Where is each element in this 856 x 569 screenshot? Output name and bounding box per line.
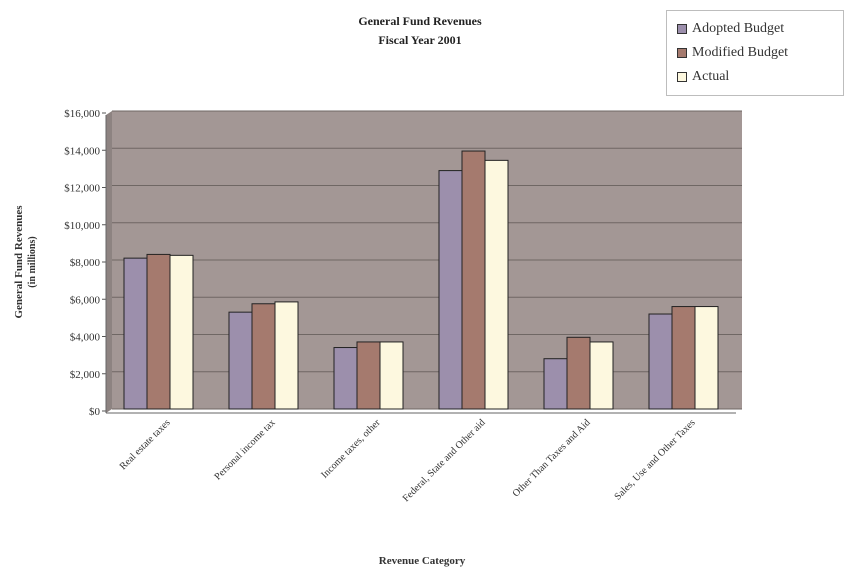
y-tick-label: $12,000 (64, 183, 100, 195)
legend-swatch-modified (677, 48, 687, 58)
bar (648, 313, 673, 410)
y-tick-label: $0 (89, 406, 101, 418)
bar (589, 341, 614, 410)
chart-subtitle: Fiscal Year 2001 (378, 33, 462, 47)
legend: Adopted Budget Modified Budget Actual (666, 10, 844, 96)
x-tick-label: Income taxes, other (319, 417, 383, 481)
y-axis-title: General Fund Revenues (13, 205, 25, 319)
bar (484, 159, 509, 410)
x-tick-label: Other Than Taxes and Aid (511, 417, 593, 499)
bar (274, 301, 299, 410)
y-tick-label: $6,000 (70, 294, 101, 306)
bar (123, 257, 148, 410)
y-axis-unit: (in millions) (27, 236, 38, 287)
bar (251, 303, 276, 410)
bar (379, 341, 404, 410)
legend-swatch-adopted (677, 24, 687, 34)
chart-title: General Fund Revenues (358, 14, 482, 28)
bar (566, 336, 591, 410)
x-tick-label: Real estate taxes (118, 417, 173, 472)
bar (694, 306, 719, 410)
bar (146, 253, 171, 410)
y-tick-label: $8,000 (70, 257, 101, 269)
x-axis-title: Revenue Category (379, 555, 466, 567)
plot-background (112, 111, 742, 409)
y-tick-label: $14,000 (64, 145, 100, 157)
legend-item-modified: Modified Budget (677, 41, 833, 65)
y-tick-label: $2,000 (70, 369, 101, 381)
bar (356, 341, 381, 410)
legend-item-adopted: Adopted Budget (677, 17, 833, 41)
y-tick-label: $16,000 (64, 108, 100, 120)
bar (671, 306, 696, 410)
bar (543, 358, 568, 410)
legend-label-modified: Modified Budget (692, 45, 789, 60)
bar (438, 170, 463, 410)
bar (461, 150, 486, 410)
x-tick-label: Federal, State and Other aid (401, 417, 488, 504)
plot-side-wall (106, 111, 112, 413)
x-tick-label: Personal income tax (213, 417, 278, 482)
y-tick-label: $10,000 (64, 220, 100, 232)
legend-swatch-actual (677, 72, 687, 82)
bar (333, 347, 358, 410)
bar (169, 254, 194, 410)
y-tick-label: $4,000 (70, 332, 101, 344)
legend-item-actual: Actual (677, 65, 833, 89)
bar (228, 311, 253, 410)
legend-label-actual: Actual (692, 69, 730, 84)
x-tick-label: Sales, Use and Other Taxes (613, 417, 698, 502)
legend-label-adopted: Adopted Budget (692, 21, 785, 36)
